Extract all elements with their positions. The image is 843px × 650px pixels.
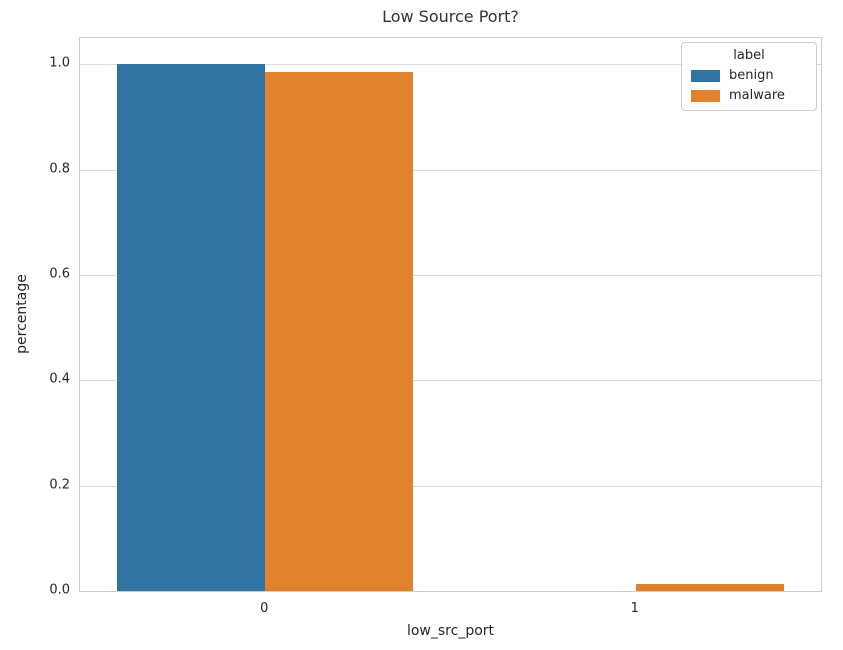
- x-tick-label-0: 0: [260, 601, 269, 616]
- y-axis-label: percentage: [14, 274, 30, 354]
- gridline-0.6: [80, 275, 821, 276]
- bar-malware-1: [635, 584, 784, 591]
- y-tick-label-1.0: 1.0: [49, 55, 70, 71]
- y-tick-label-0.8: 0.8: [49, 161, 70, 177]
- plot-area: label benign malware: [79, 37, 822, 592]
- gridline-0.2: [80, 485, 821, 487]
- y-tick-label-0.6: 0.6: [49, 266, 70, 282]
- bar-benign-0: [117, 64, 266, 591]
- legend-item-benign: benign: [691, 68, 807, 83]
- legend-label-malware: malware: [729, 88, 785, 103]
- y-tick-label-0.4: 0.4: [49, 371, 70, 387]
- gridline-1.0: [80, 64, 821, 66]
- legend: label benign malware: [681, 42, 817, 111]
- gridline-0.8: [80, 169, 821, 171]
- gridline-0.4: [80, 380, 821, 382]
- y-tick-label-0.0: 0.0: [49, 582, 70, 598]
- legend-title: label: [733, 48, 765, 63]
- legend-label-benign: benign: [729, 68, 774, 83]
- chart-title: Low Source Port?: [382, 7, 519, 26]
- legend-item-malware: malware: [691, 88, 807, 103]
- x-tick-label-1: 1: [630, 601, 639, 616]
- legend-swatch-malware: [691, 89, 720, 102]
- x-axis-label: low_src_port: [406, 623, 495, 639]
- bar-malware-0: [265, 72, 414, 591]
- y-tick-label-0.2: 0.2: [49, 477, 70, 493]
- legend-swatch-benign: [691, 69, 720, 82]
